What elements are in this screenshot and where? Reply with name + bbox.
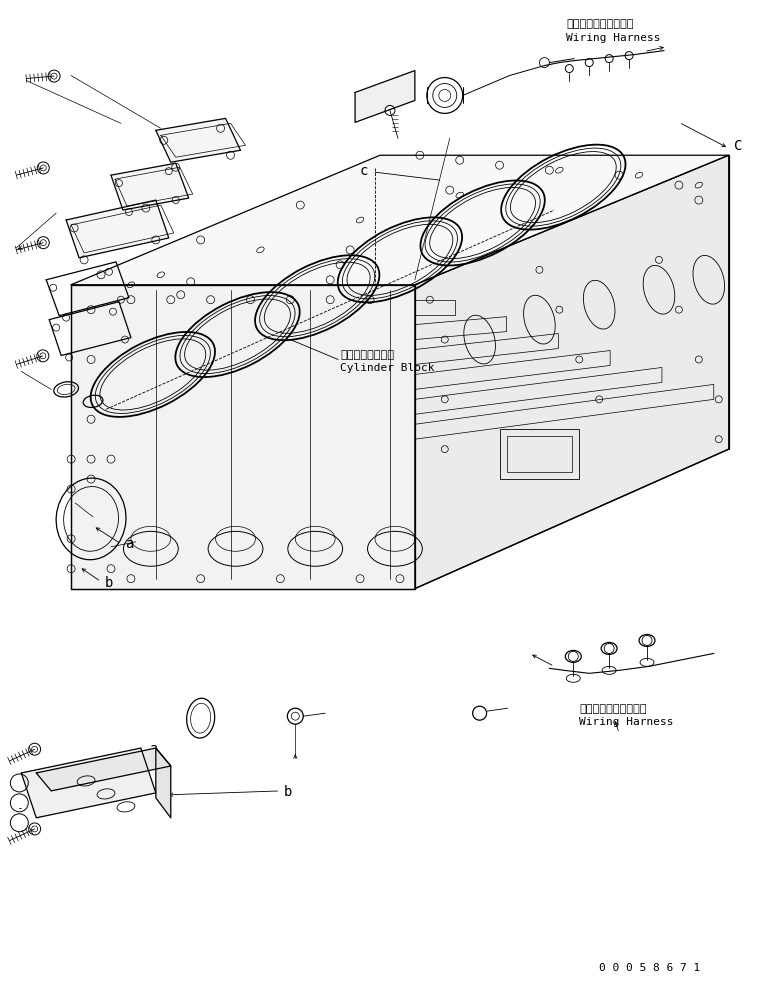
Text: C: C [734, 139, 742, 153]
Polygon shape [36, 748, 171, 791]
Polygon shape [355, 71, 415, 123]
Text: 0 0 0 5 8 6 7 1: 0 0 0 5 8 6 7 1 [599, 962, 700, 972]
Text: Wiring Harness: Wiring Harness [579, 717, 674, 727]
Polygon shape [71, 286, 415, 589]
Polygon shape [156, 119, 240, 163]
Text: Wiring Harness: Wiring Harness [566, 33, 661, 42]
Polygon shape [21, 748, 156, 818]
Text: b: b [283, 784, 292, 798]
Polygon shape [111, 164, 189, 211]
Text: ワイヤリングハーネス: ワイヤリングハーネス [579, 703, 647, 714]
Bar [506, 437, 572, 472]
Polygon shape [66, 201, 169, 258]
Bar [500, 430, 579, 479]
Polygon shape [156, 748, 171, 818]
Text: a: a [125, 536, 133, 550]
Text: b: b [105, 575, 114, 589]
Text: ワイヤリングハーネス: ワイヤリングハーネス [566, 19, 634, 29]
Polygon shape [415, 156, 728, 589]
Polygon shape [71, 156, 728, 286]
Text: a: a [149, 741, 157, 755]
Text: シリンダブロック: シリンダブロック [340, 350, 394, 360]
Text: c: c [360, 164, 368, 178]
Text: Cylinder Block: Cylinder Block [340, 363, 434, 373]
